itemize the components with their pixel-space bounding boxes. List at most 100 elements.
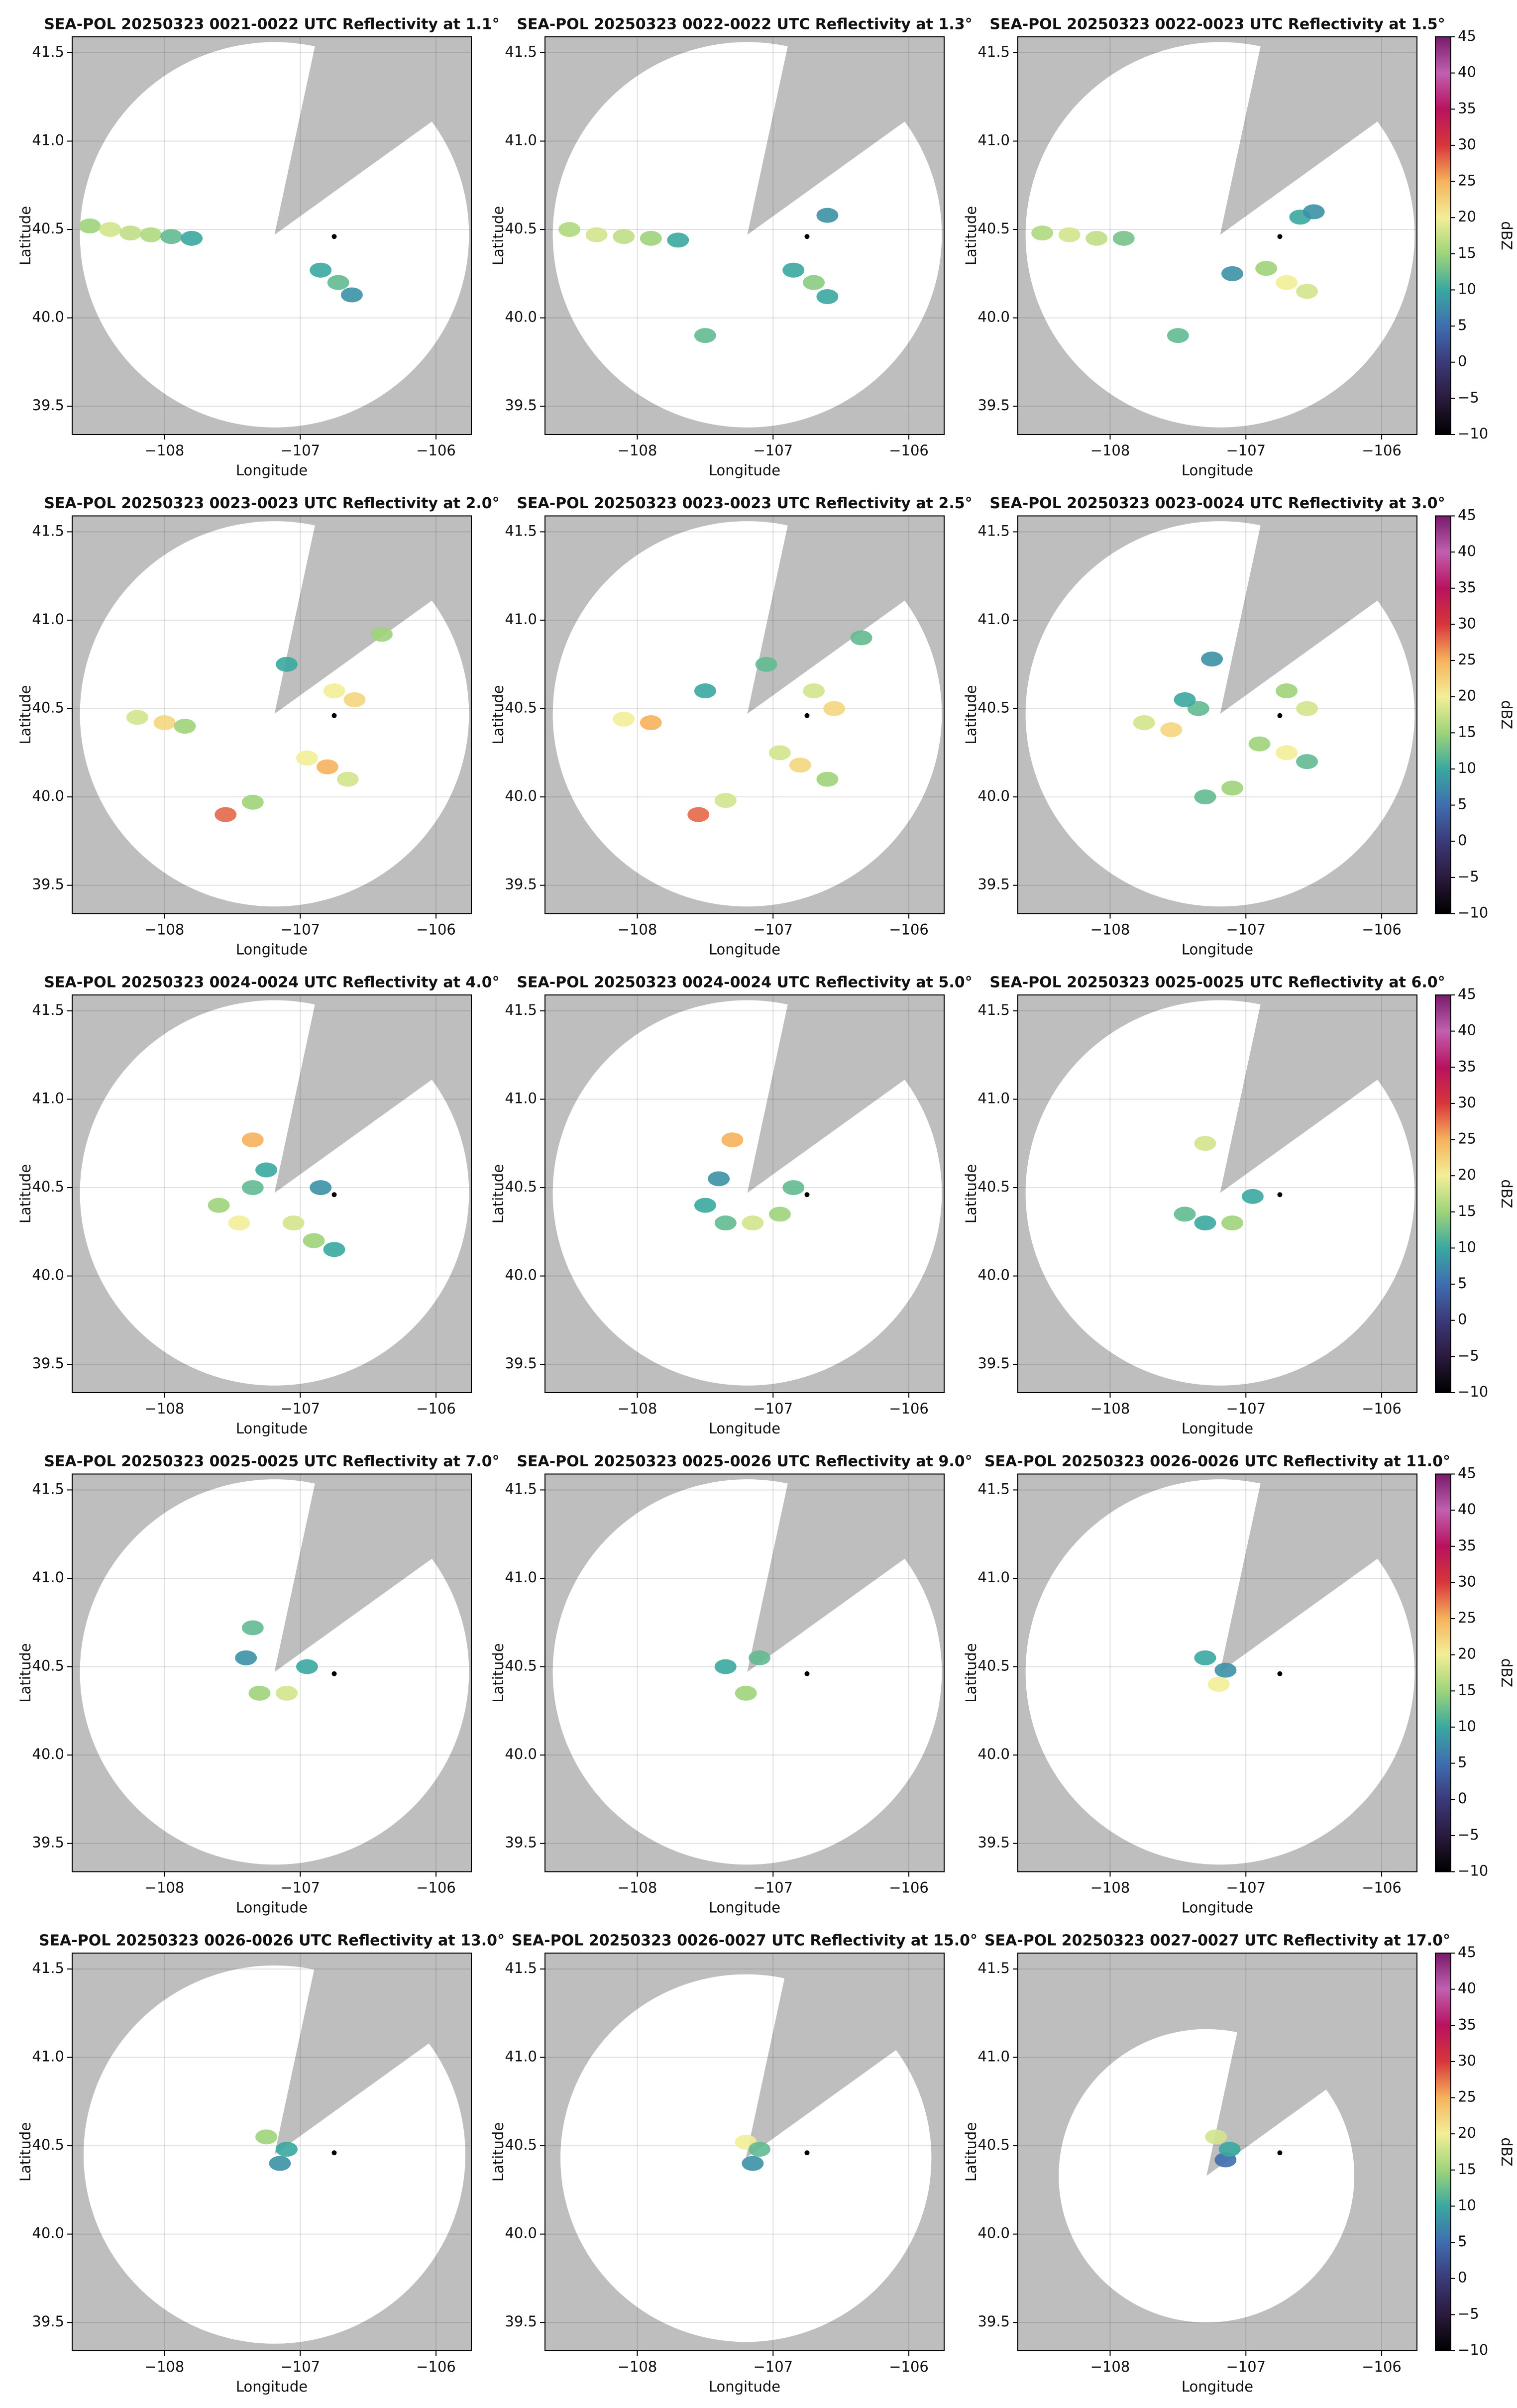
colorbar-tick-label: 45 — [1458, 1944, 1476, 1961]
y-tick-label: 41.5 — [32, 43, 64, 60]
chart-title: SEA-POL 20250323 0026-0027 UTC Reflectiv… — [512, 1932, 977, 1950]
y-tick-label: 41.0 — [977, 2048, 1010, 2065]
reflectivity-echo — [248, 1685, 271, 1701]
radar-site — [1277, 1671, 1283, 1676]
y-tick-label: 40.5 — [977, 1178, 1010, 1195]
panel: −108 −107 −106 39.5 40.0 40.5 41.0 41.5 SEA-POL … — [963, 974, 1515, 1437]
x-tick-label: −108 — [618, 1879, 657, 1896]
y-axis-label: Latitude — [963, 2122, 979, 2182]
blocked-sector — [1220, 37, 1417, 235]
x-axis-label: Longitude — [1182, 462, 1253, 479]
reflectivity-echo — [174, 719, 196, 734]
reflectivity-echo — [140, 227, 162, 242]
reflectivity-echo — [269, 2156, 291, 2171]
chart-title: SEA-POL 20250323 0025-0025 UTC Reflectiv… — [989, 974, 1445, 991]
x-axis-label: Longitude — [236, 1899, 308, 1916]
colorbar-tick-label: −5 — [1458, 1826, 1479, 1843]
panel: −108 −107 −106 39.5 40.0 40.5 41.0 41.5 SEA-POL … — [17, 1453, 500, 1916]
reflectivity-echo — [255, 1162, 278, 1178]
reflectivity-echo — [276, 1685, 298, 1701]
reflectivity-echo — [803, 683, 825, 699]
reflectivity-echo — [1031, 225, 1054, 241]
x-tick-label: −108 — [145, 2358, 185, 2375]
reflectivity-echo — [1194, 1650, 1216, 1665]
reflectivity-echo — [749, 1650, 771, 1665]
colorbar-tick-label: 40 — [1458, 64, 1476, 81]
blocked-sector — [1220, 1474, 1417, 1672]
reflectivity-echo — [823, 701, 846, 716]
x-tick-label: −106 — [889, 442, 929, 459]
y-tick-label: 39.5 — [505, 397, 537, 414]
colorbar-tick-label: 30 — [1458, 136, 1476, 153]
y-tick-label: 41.5 — [505, 522, 537, 539]
y-axis-label: Latitude — [963, 685, 979, 744]
blocked-sector — [274, 1953, 471, 2155]
colorbar-tick-label: 5 — [1458, 1754, 1467, 1771]
colorbar-tick-label: −5 — [1458, 389, 1479, 406]
y-tick-label: 39.5 — [977, 1834, 1010, 1851]
panel: −108 −107 −106 39.5 40.0 40.5 41.0 41.5 SEA-POL … — [490, 1932, 977, 2396]
colorbar — [1435, 36, 1451, 435]
y-tick-label: 40.5 — [32, 2136, 64, 2153]
blocked-sector — [747, 37, 944, 235]
colorbar-tick-label: 40 — [1458, 1022, 1476, 1039]
reflectivity-echo — [1276, 275, 1298, 290]
y-tick-label: 40.0 — [32, 1746, 64, 1762]
reflectivity-echo — [323, 683, 345, 699]
x-tick-label: −108 — [145, 921, 185, 938]
x-tick-label: −108 — [1090, 1879, 1130, 1896]
radar-site — [331, 2150, 337, 2156]
y-axis-label: Latitude — [490, 2122, 507, 2182]
y-tick-label: 39.5 — [32, 876, 64, 893]
reflectivity-echo — [208, 1198, 230, 1213]
x-tick-label: −108 — [618, 1400, 657, 1417]
reflectivity-echo — [336, 771, 359, 787]
reflectivity-echo — [694, 683, 716, 699]
reflectivity-echo — [1194, 789, 1216, 805]
x-axis-label: Longitude — [1182, 2378, 1253, 2395]
y-tick-label: 41.0 — [505, 2048, 537, 2065]
reflectivity-echo — [323, 1242, 345, 1257]
colorbar-tick-label: 5 — [1458, 2233, 1467, 2250]
reflectivity-echo — [1218, 2142, 1241, 2157]
reflectivity-echo — [119, 225, 142, 241]
plot-area — [72, 37, 471, 435]
reflectivity-echo — [79, 218, 101, 233]
colorbar-label: dBZ — [1498, 221, 1515, 250]
y-tick-label: 41.5 — [977, 1480, 1010, 1497]
y-axis-label: Latitude — [490, 1164, 507, 1223]
reflectivity-echo — [1112, 230, 1135, 246]
colorbar-tick-label: 40 — [1458, 1980, 1476, 1997]
reflectivity-echo — [1058, 227, 1081, 242]
reflectivity-echo — [1201, 652, 1223, 667]
y-tick-label: 40.5 — [977, 1657, 1010, 1674]
colorbar-tick-label: 40 — [1458, 1501, 1476, 1518]
chart-title: SEA-POL 20250323 0023-0024 UTC Reflectiv… — [989, 495, 1445, 512]
colorbar — [1435, 994, 1451, 1393]
x-tick-label: −106 — [416, 921, 456, 938]
reflectivity-echo — [370, 627, 393, 642]
x-tick-label: −108 — [618, 2358, 657, 2375]
y-tick-label: 41.5 — [32, 1960, 64, 1976]
plot-area — [545, 1474, 944, 1872]
y-axis-label: Latitude — [963, 206, 979, 265]
reflectivity-echo — [694, 1198, 716, 1213]
reflectivity-echo — [640, 715, 662, 730]
colorbar — [1435, 515, 1451, 914]
reflectivity-echo — [789, 758, 811, 773]
x-tick-label: −106 — [889, 1879, 929, 1896]
y-tick-label: 40.5 — [977, 699, 1010, 716]
radar-site — [1277, 1192, 1283, 1198]
x-tick-label: −106 — [889, 2358, 929, 2375]
colorbar — [1435, 1953, 1451, 2351]
y-tick-label: 40.0 — [505, 787, 537, 804]
reflectivity-echo — [1255, 261, 1278, 276]
y-axis-label: Latitude — [17, 206, 34, 265]
reflectivity-echo — [1133, 715, 1155, 730]
y-tick-label: 40.0 — [32, 787, 64, 804]
plot-frame — [1017, 1473, 1417, 1872]
reflectivity-echo — [742, 2156, 764, 2171]
y-tick-label: 40.0 — [977, 787, 1010, 804]
reflectivity-echo — [721, 1132, 744, 1148]
